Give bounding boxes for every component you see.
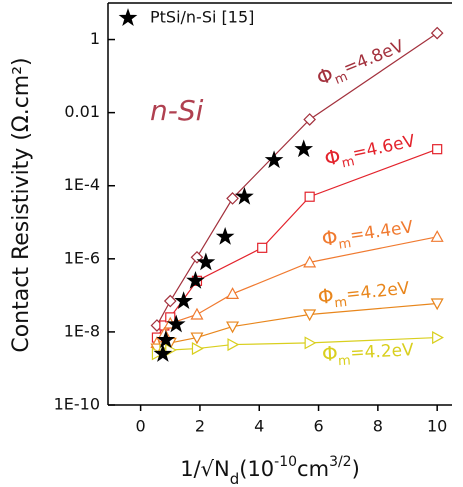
marker — [186, 270, 205, 289]
label-rest: =4.2eV — [350, 340, 415, 363]
x-tick-label: 10 — [427, 417, 447, 436]
marker — [257, 242, 268, 253]
label-sub: m — [334, 295, 348, 311]
series-label: Φm=4.4eV — [320, 214, 415, 255]
marker — [163, 294, 177, 308]
marker — [191, 342, 204, 356]
series-line — [156, 148, 438, 338]
y-tick-label: 1E-10 — [54, 395, 100, 414]
marker — [156, 330, 176, 348]
marker — [166, 314, 186, 333]
label-sub: m — [338, 354, 351, 370]
label-symbol: Φ — [322, 144, 342, 171]
marker — [303, 113, 317, 126]
y-tick-label: 1 — [90, 29, 100, 48]
marker — [153, 344, 173, 362]
y-tick-label: 1E-4 — [64, 175, 100, 194]
x-tick-label: 2 — [195, 417, 205, 436]
y-tick-label: 0.01 — [64, 102, 100, 121]
marker — [303, 255, 317, 268]
x-axis-label: 1/√Nd(10-10cm3/2) — [180, 454, 360, 487]
annotation: n-Si — [150, 94, 204, 127]
x-tick-label: 4 — [254, 417, 264, 436]
x-label-part: 1/√N — [180, 457, 230, 481]
y-tick-label: 1E-8 — [64, 321, 100, 340]
label-sub: m — [340, 154, 356, 171]
x-label-part: ) — [352, 457, 360, 481]
marker — [432, 331, 444, 345]
x-tick-label: 0 — [136, 417, 146, 436]
marker — [264, 150, 284, 169]
y-axis-label: Contact Resistivity (Ω.cm²) — [9, 57, 34, 352]
x-label-part: cm — [297, 457, 329, 481]
x-tick-label: 8 — [373, 417, 383, 436]
marker — [304, 336, 317, 350]
marker — [430, 298, 444, 311]
label-symbol: Φ — [321, 341, 338, 366]
marker — [196, 252, 216, 271]
marker — [430, 230, 444, 242]
x-label-part: -10 — [274, 454, 297, 470]
x-tick-label: 6 — [313, 417, 323, 436]
label-symbol: Φ — [320, 224, 339, 250]
legend-label: PtSi/n-Si [15] — [150, 8, 254, 27]
label-symbol: Φ — [317, 283, 335, 309]
marker — [430, 26, 444, 40]
marker — [174, 291, 193, 309]
legend-marker — [118, 8, 138, 26]
label-rest: =4.2eV — [345, 278, 410, 305]
label-sub: m — [338, 236, 353, 253]
marker — [227, 338, 240, 352]
label-rest: =4.6eV — [351, 131, 418, 164]
label-sub: m — [333, 69, 350, 88]
label-rest: =4.8eV — [341, 36, 408, 78]
marker — [304, 191, 315, 202]
label-rest: =4.4eV — [349, 217, 415, 246]
marker — [226, 287, 240, 299]
marker — [190, 307, 204, 320]
x-label-part: 3/2 — [329, 454, 352, 470]
marker — [294, 139, 314, 158]
marker — [215, 226, 235, 245]
y-tick-label: 1E-6 — [64, 248, 100, 267]
marker — [432, 144, 443, 155]
marker — [226, 192, 239, 205]
marker — [190, 332, 204, 345]
series-label: Φm=4.6eV — [322, 128, 418, 175]
marker — [235, 186, 254, 205]
marker — [226, 321, 240, 334]
x-label-part: d — [230, 470, 240, 487]
x-label-part: (10 — [239, 457, 274, 481]
marker — [303, 309, 317, 322]
series-label: Φm=4.2eV — [321, 337, 415, 370]
